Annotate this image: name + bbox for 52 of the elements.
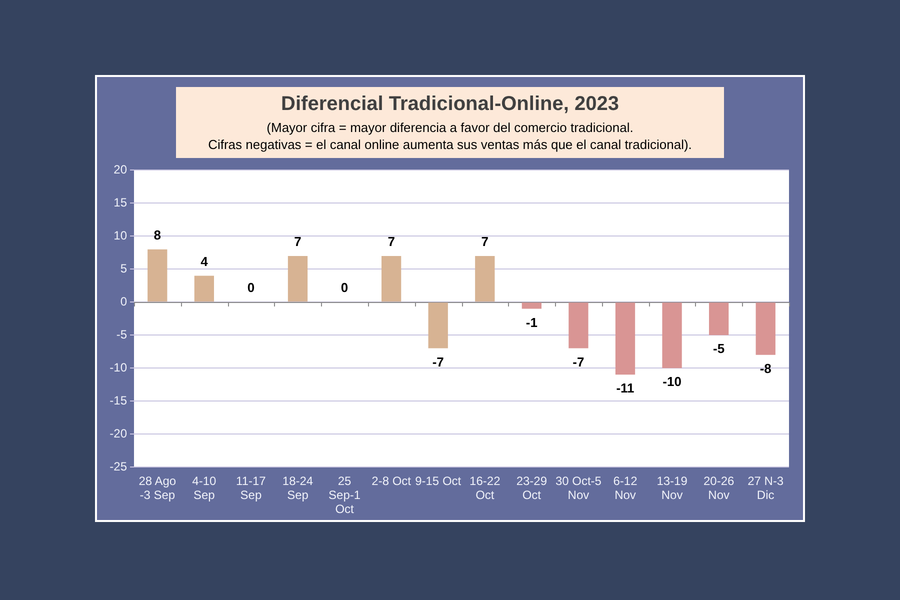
x-tick-label: 4-10 Sep bbox=[192, 474, 217, 502]
y-tick-label: 5 bbox=[120, 261, 128, 276]
y-tick-label: -20 bbox=[110, 426, 128, 440]
data-label: -7 bbox=[572, 354, 584, 370]
x-tick-label: 9-15 Oct bbox=[415, 474, 462, 488]
y-tick-label: 15 bbox=[114, 195, 128, 210]
x-tick-label: 13-19 Nov bbox=[656, 474, 688, 502]
data-label: 8 bbox=[154, 227, 162, 242]
y-tick-label: -15 bbox=[110, 393, 128, 408]
x-tick-label: 11-17 Sep bbox=[236, 474, 266, 502]
data-label: -8 bbox=[760, 360, 772, 376]
y-tick-label: -5 bbox=[116, 327, 128, 342]
chart-title: Diferencial Tradicional-Online, 2023 bbox=[280, 92, 620, 116]
bar bbox=[615, 302, 636, 375]
x-tick-label: 30 Oct-5 Nov bbox=[555, 474, 602, 502]
y-tick-label: -10 bbox=[110, 360, 128, 374]
x-tick-label: 18-24 Sep bbox=[282, 474, 314, 502]
x-tick-label: 2-8 Oct bbox=[372, 474, 412, 488]
y-tick-label: 10 bbox=[114, 228, 128, 242]
bar bbox=[708, 302, 729, 336]
bar bbox=[756, 302, 776, 355]
data-label: -5 bbox=[713, 341, 725, 356]
x-tick-label: 6-12 Nov bbox=[613, 474, 638, 502]
data-label: 0 bbox=[247, 280, 255, 296]
bar bbox=[568, 302, 588, 348]
data-label: 7 bbox=[481, 234, 489, 250]
y-tick-label: -25 bbox=[110, 459, 128, 474]
data-label: -11 bbox=[616, 380, 634, 396]
x-tick-label: 28 Ago -3 Sep bbox=[138, 474, 176, 502]
bar bbox=[662, 302, 682, 368]
data-label: -7 bbox=[432, 354, 444, 370]
bar bbox=[148, 249, 168, 302]
bar bbox=[428, 302, 448, 348]
bar bbox=[522, 302, 542, 309]
y-tick-label: 20 bbox=[114, 162, 128, 177]
data-label: 4 bbox=[200, 254, 209, 269]
data-label: 7 bbox=[388, 234, 395, 250]
y-tick-label: 0 bbox=[120, 294, 128, 308]
x-tick-label: 25 Sep-1 Oct bbox=[328, 474, 361, 516]
chart-subtitle: (Mayor cifra = mayor diferencia a favor del comercio tradicional. Cifras negativas = el canal online aumenta sus ventas más que el canal tradicional). bbox=[207, 119, 693, 153]
x-tick-label: 16-22 Oct bbox=[470, 474, 501, 502]
x-tick-label: 23-29 Oct bbox=[516, 474, 548, 502]
bar bbox=[288, 256, 308, 302]
bar bbox=[381, 256, 402, 302]
data-label: -1 bbox=[526, 314, 538, 330]
bar bbox=[475, 256, 495, 302]
bar bbox=[194, 276, 214, 302]
data-label: 0 bbox=[340, 280, 348, 296]
x-tick-label: 20-26 Nov bbox=[703, 474, 734, 502]
x-tick-label: 27 N-3 Dic bbox=[748, 474, 784, 502]
data-label: 7 bbox=[294, 234, 302, 250]
data-label: -10 bbox=[662, 374, 682, 390]
